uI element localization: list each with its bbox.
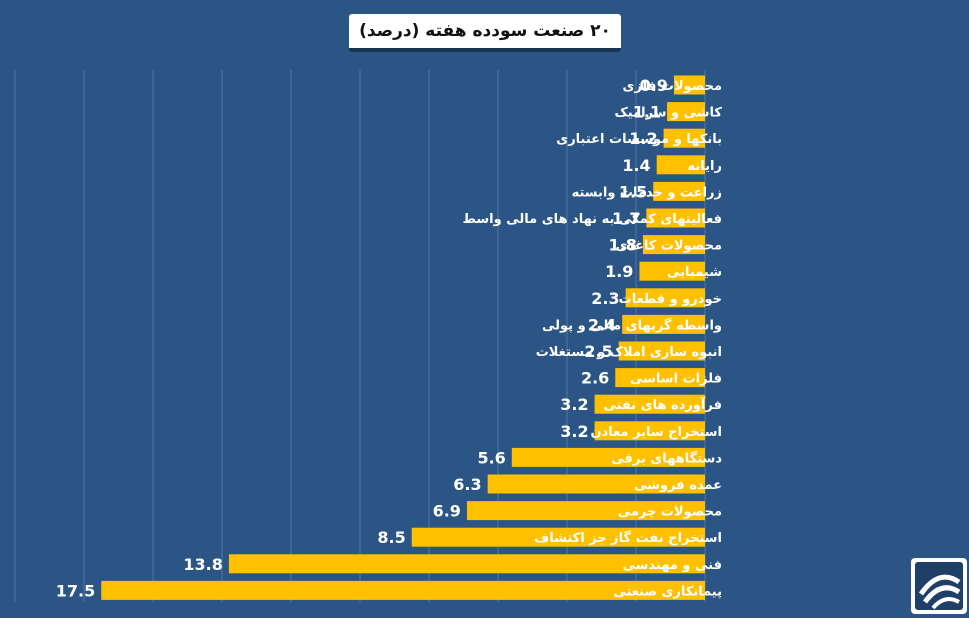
bar [673,75,705,95]
chart-title: ۲۰ صنعت سودده هفته (درصد) [359,21,611,41]
value-label: 6.3 [453,475,481,494]
category-label: زراعت و خدمات وابسته [572,185,722,200]
bar [594,394,705,414]
category-label: واسطه گریهای مالی و پولی [542,317,722,333]
category-label: محصولات فلزی [623,79,722,94]
bar [653,181,705,201]
value-label: 1.7 [612,209,640,228]
value-label: 1.4 [622,156,650,175]
value-label: 5.6 [477,448,505,467]
value-label: 2.4 [588,315,616,334]
category-label: عمده فروشی [634,478,722,493]
category-label: دستگاههای برقی [611,450,722,466]
bar [594,421,705,441]
value-label: 13.8 [183,555,222,574]
value-label: 2.6 [581,369,609,388]
logo-icon [915,562,963,610]
logo [911,558,967,614]
category-label: استخراج نفت گاز جز اکتشاف [534,530,722,546]
category-label: بانکها و موسسات اعتباری [556,132,722,147]
value-label: 8.5 [377,528,405,547]
category-label: کاشی و سرامیک [614,106,722,121]
bar [615,368,705,388]
category-label: فعالیتهای کمکی به نهاد های مالی واسط [462,212,722,227]
value-label: 6.9 [433,502,461,521]
bar [487,474,705,494]
value-label: 1.9 [605,262,633,281]
value-label: 1.2 [629,129,657,148]
value-label: 3.2 [560,422,588,441]
category-label: انبوه سازی املاک و مستغلات [536,345,722,360]
bar [667,102,705,122]
category-label: فنی و مهندسی [623,558,723,573]
value-label: 1.1 [633,103,661,122]
bar [618,341,705,361]
bar [101,580,705,600]
category-label: پیمانکاری صنعتی [613,584,722,599]
category-label: خودرو و قطعات [619,292,722,307]
value-label: 2.5 [584,342,612,361]
category-label: شیمیایی [667,265,722,280]
value-label: 1.8 [609,236,637,255]
chart-title-box: ۲۰ صنعت سودده هفته (درصد) [349,14,621,52]
bars [101,75,705,600]
bar [625,288,705,308]
bar [642,235,705,255]
value-label: 0.9 [640,76,668,95]
category-label: فلزات اساسی [630,372,722,387]
bar [228,554,705,574]
bar [411,527,705,547]
value-label: 17.5 [56,581,95,600]
category-label: محصولات کاغذی [616,239,722,254]
bar [656,155,705,175]
bar [622,314,705,334]
category-label: رایانه [688,159,722,174]
category-label: محصولات چرمی [618,505,722,520]
bar [663,128,705,148]
value-label: 2.3 [591,289,619,308]
bar [646,208,705,228]
gridlines [14,70,706,602]
bar [639,261,705,281]
value-labels: 0.9 1.1 1.2 1.4 1.5 1.7 1.8 1.9 2.3 2.4 2.5 2.6 3.2 3… [56,76,668,600]
value-label: 1.5 [619,182,647,201]
value-label: 3.2 [560,395,588,414]
category-label: فرآورده های نفتی [603,396,722,413]
category-labels: محصولات فلزی کاشی و سرامیک بانکها و موسسات… [462,79,722,599]
category-label: استخراج سایر معادن [590,425,722,440]
bar [466,501,705,521]
bar [511,447,705,467]
